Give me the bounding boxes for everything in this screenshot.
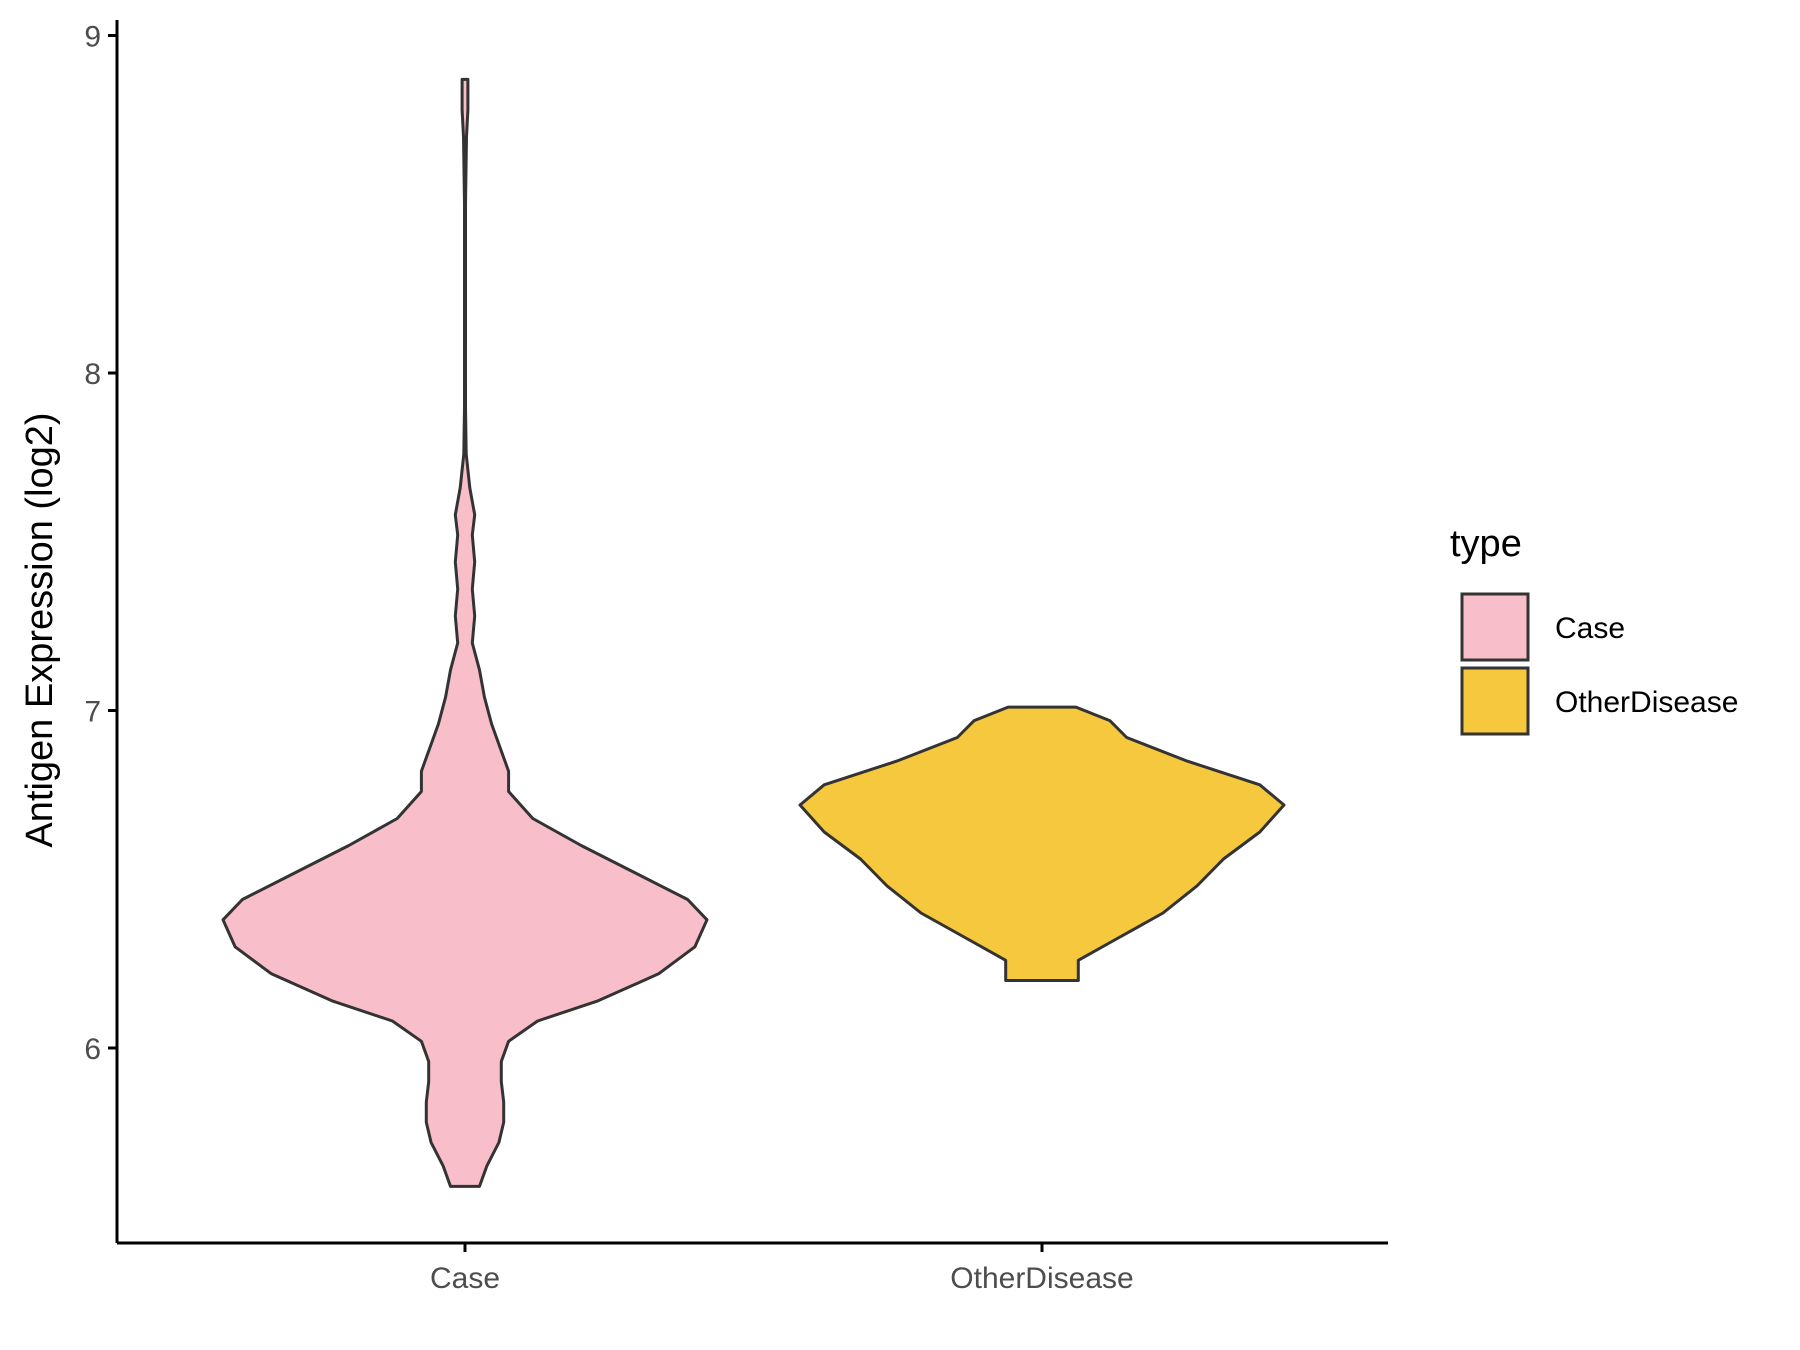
y-tick-label-8: 8 <box>84 358 101 391</box>
legend: type Case OtherDisease <box>1450 523 1738 736</box>
legend-label-case: Case <box>1555 612 1625 645</box>
y-axis: 6 7 8 9 <box>84 20 119 1243</box>
legend-swatch-otherdisease <box>1460 666 1530 736</box>
x-tick-label-case: Case <box>430 1262 500 1295</box>
legend-label-otherdisease: OtherDisease <box>1555 686 1738 719</box>
legend-title: type <box>1450 523 1522 565</box>
violin-otherdisease <box>798 705 1286 982</box>
legend-swatch-case <box>1460 592 1530 662</box>
plot-area <box>221 77 1286 1188</box>
y-tick-label-7: 7 <box>84 696 101 729</box>
y-tick-label-9: 9 <box>84 21 101 54</box>
y-axis-title: Antigen Expression (log2) <box>19 412 61 847</box>
y-tick-label-6: 6 <box>84 1033 101 1066</box>
violin-case <box>221 77 709 1188</box>
x-tick-label-otherdisease: OtherDisease <box>950 1262 1133 1295</box>
x-axis: Case OtherDisease <box>117 1241 1388 1295</box>
